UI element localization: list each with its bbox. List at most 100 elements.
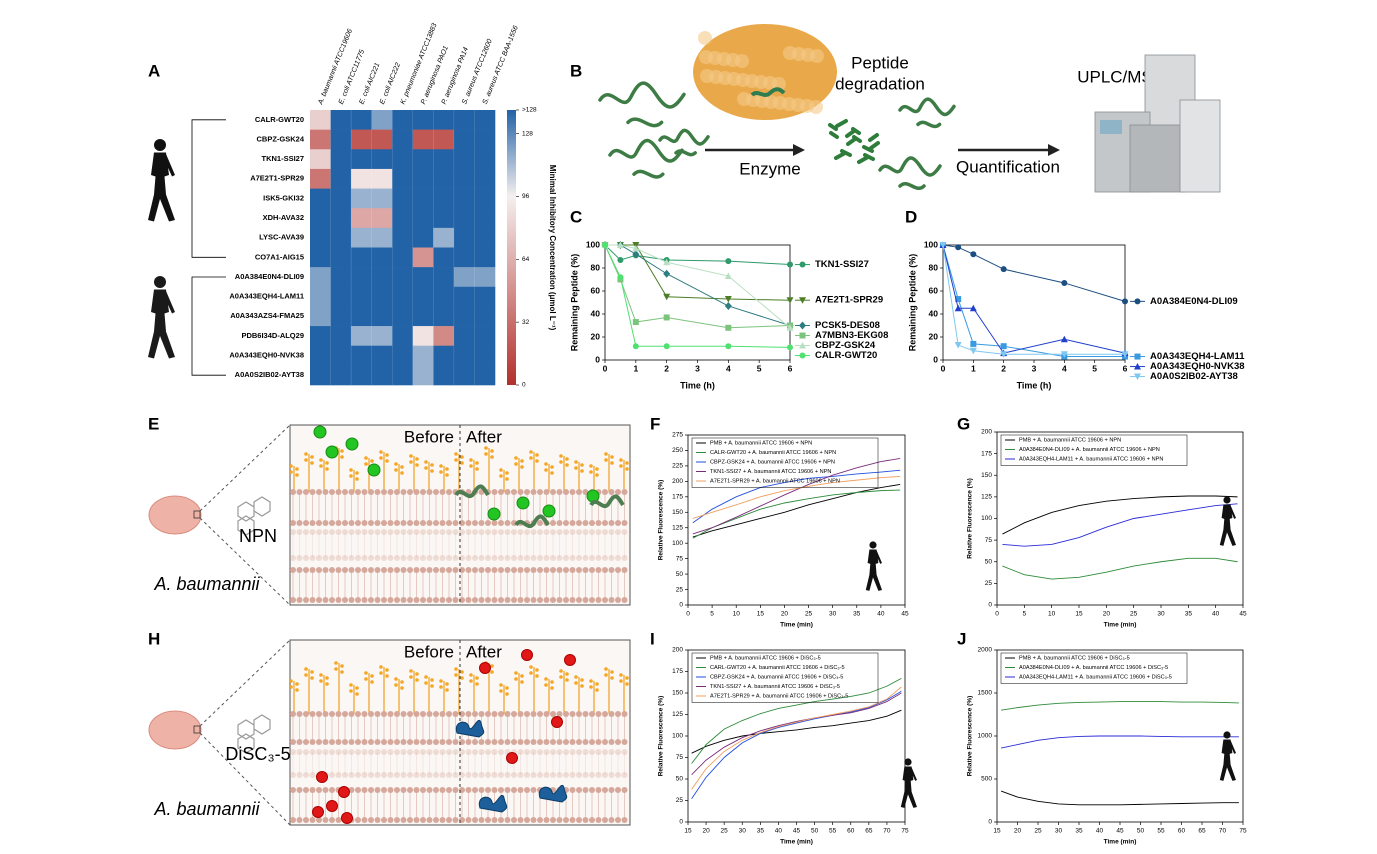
x-tick-label: 0 bbox=[995, 611, 999, 618]
lipid-head bbox=[589, 555, 595, 561]
lipid-head bbox=[381, 711, 387, 717]
heatmap-cell bbox=[371, 188, 393, 209]
lipid-head bbox=[296, 787, 303, 793]
x-tick-label: 5 bbox=[1023, 611, 1027, 618]
series-line bbox=[1001, 735, 1239, 749]
data-point bbox=[1122, 298, 1128, 305]
heatmap-cell bbox=[453, 227, 475, 248]
lipid-head bbox=[296, 749, 303, 755]
npn-molecule bbox=[542, 504, 556, 518]
lipid-head bbox=[530, 567, 537, 573]
lipid-head bbox=[420, 489, 426, 495]
lipid-head bbox=[413, 489, 420, 495]
lipid-head bbox=[387, 597, 394, 603]
lipid-head bbox=[368, 555, 374, 561]
lipid-head bbox=[582, 567, 589, 573]
lipid-head bbox=[563, 739, 569, 745]
heatmap-cell bbox=[412, 188, 434, 209]
panel-label: J bbox=[957, 629, 966, 648]
heatmap-cell bbox=[474, 227, 496, 248]
y-tick-label: 150 bbox=[672, 509, 683, 516]
panel-label: C bbox=[570, 207, 582, 226]
data-point bbox=[725, 343, 732, 350]
lps-sugar bbox=[364, 677, 368, 681]
lipid-head bbox=[303, 772, 309, 778]
data-point bbox=[955, 244, 962, 251]
lipid-head bbox=[387, 567, 394, 573]
lipid-head bbox=[296, 597, 303, 603]
lipid-head bbox=[465, 817, 472, 823]
peptide-fragment bbox=[851, 127, 861, 135]
diagram-label: Quantification bbox=[956, 157, 1060, 176]
lps-sugar bbox=[445, 682, 449, 686]
silhouette-head bbox=[1223, 731, 1231, 739]
lipid-head bbox=[361, 555, 368, 561]
enzyme-texture bbox=[737, 92, 751, 106]
lipid-head bbox=[316, 597, 322, 603]
lps-sugar bbox=[475, 676, 479, 680]
lps-sugar bbox=[295, 473, 299, 477]
lipid-head bbox=[582, 817, 589, 823]
row-label: A0A0S2IB02-AYT38 bbox=[235, 370, 304, 379]
silhouette-head bbox=[154, 139, 166, 151]
lipid-head bbox=[316, 817, 322, 823]
lipid-head bbox=[374, 787, 381, 793]
lps-sugar bbox=[559, 460, 563, 464]
lipid-head bbox=[387, 817, 394, 823]
x-tick-label: 30 bbox=[829, 611, 837, 618]
lipid-head bbox=[589, 520, 595, 526]
lps-sugar bbox=[460, 461, 464, 465]
legend-label: CALR-GWT20 + A. baumannii ATCC 19606 + N… bbox=[710, 450, 836, 456]
lps-sugar bbox=[505, 692, 509, 696]
lipid-head bbox=[511, 817, 517, 823]
lipid-head bbox=[485, 739, 491, 745]
lipid-head bbox=[296, 772, 303, 778]
data-point bbox=[1000, 343, 1007, 350]
lipid-head bbox=[602, 817, 608, 823]
heatmap-cell bbox=[433, 306, 455, 327]
lps-sugar bbox=[565, 463, 569, 467]
x-axis-title: Time (min) bbox=[780, 839, 813, 846]
lps-sugar bbox=[610, 670, 614, 674]
lps-sugar bbox=[574, 460, 578, 464]
data-point bbox=[970, 340, 977, 347]
y-tick-label: 125 bbox=[981, 494, 992, 501]
lipid-head bbox=[400, 787, 407, 793]
silhouette-body bbox=[148, 152, 175, 222]
lipid-head bbox=[452, 787, 459, 793]
lipid-head bbox=[316, 787, 322, 793]
lps-sugar bbox=[580, 469, 584, 473]
series-line bbox=[942, 244, 1125, 355]
lipid-head bbox=[478, 555, 485, 561]
lps-sugar bbox=[520, 459, 524, 463]
npn-molecule bbox=[325, 445, 339, 459]
disc-molecule bbox=[506, 752, 518, 764]
lipid-head bbox=[582, 711, 589, 717]
lipid-head bbox=[348, 772, 355, 778]
y-tick-label: 0 bbox=[988, 602, 992, 609]
lipid-head bbox=[595, 529, 602, 535]
lipid-head bbox=[316, 749, 322, 755]
disc-molecule bbox=[564, 654, 576, 666]
heatmap-cell bbox=[412, 286, 434, 307]
legend-label: A0A384E0N4-DLI09 bbox=[1150, 296, 1238, 307]
lipid-head bbox=[374, 529, 381, 535]
data-point bbox=[663, 314, 670, 321]
lipid-head bbox=[381, 749, 387, 755]
heatmap-cell bbox=[474, 345, 496, 366]
heatmap-cell bbox=[474, 208, 496, 229]
legend-label: A7MBN3-EKG08 bbox=[815, 330, 888, 341]
lps-sugar bbox=[499, 683, 503, 687]
heatmap-cell bbox=[330, 267, 352, 288]
peptide-fragment bbox=[828, 123, 838, 131]
lps-sugar bbox=[529, 671, 533, 675]
lipid-head bbox=[498, 520, 504, 526]
lipid-head bbox=[420, 529, 426, 535]
heatmap-cell bbox=[310, 208, 331, 229]
series-line bbox=[942, 244, 1125, 358]
lipid-head bbox=[348, 739, 355, 745]
x-tick-label: 45 bbox=[793, 828, 801, 835]
organism-label: A. baumannii bbox=[153, 574, 260, 594]
lipid-head bbox=[426, 567, 433, 573]
data-point bbox=[786, 324, 794, 331]
